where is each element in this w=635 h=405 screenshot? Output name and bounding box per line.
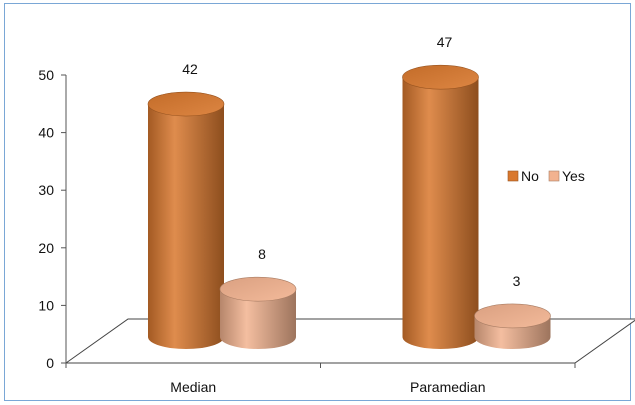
y-tick-label: 40 (38, 125, 54, 141)
bar-top (474, 303, 551, 329)
bar-body (148, 104, 224, 349)
y-tick-label: 50 (38, 67, 54, 83)
legend-item-yes: Yes (548, 168, 585, 184)
bar-yes-paramedian (474, 303, 551, 349)
legend-swatch (507, 170, 519, 182)
data-label: 47 (437, 34, 453, 50)
legend-swatch (548, 170, 560, 182)
legend-label: Yes (562, 168, 585, 184)
y-tick-label: 0 (46, 355, 54, 371)
data-label: 3 (513, 273, 521, 289)
category-label: Median (170, 379, 216, 395)
y-axis: 0 10 20 30 40 50 (38, 67, 576, 371)
x-axis: Median Paramedian (170, 379, 485, 395)
bar-no-median (147, 91, 225, 349)
bar-top (402, 64, 479, 90)
bar-body (220, 289, 296, 349)
bar-yes-median (219, 276, 297, 349)
y-tick-label: 10 (38, 297, 54, 313)
data-label: 8 (258, 246, 266, 262)
bar-no-paramedian (402, 64, 479, 349)
y-tick-label: 20 (38, 240, 54, 256)
bars (147, 64, 551, 349)
bar-top (219, 276, 297, 302)
legend-label: No (521, 168, 539, 184)
bar-body (402, 77, 479, 349)
category-label: Paramedian (410, 379, 486, 395)
y-tick-label: 30 (38, 182, 54, 198)
bar-top (147, 91, 225, 117)
data-label: 42 (182, 61, 198, 77)
data-labels: 42 8 47 3 (182, 34, 520, 289)
legend-item-no: No (507, 168, 539, 184)
legend: No Yes (507, 168, 585, 184)
